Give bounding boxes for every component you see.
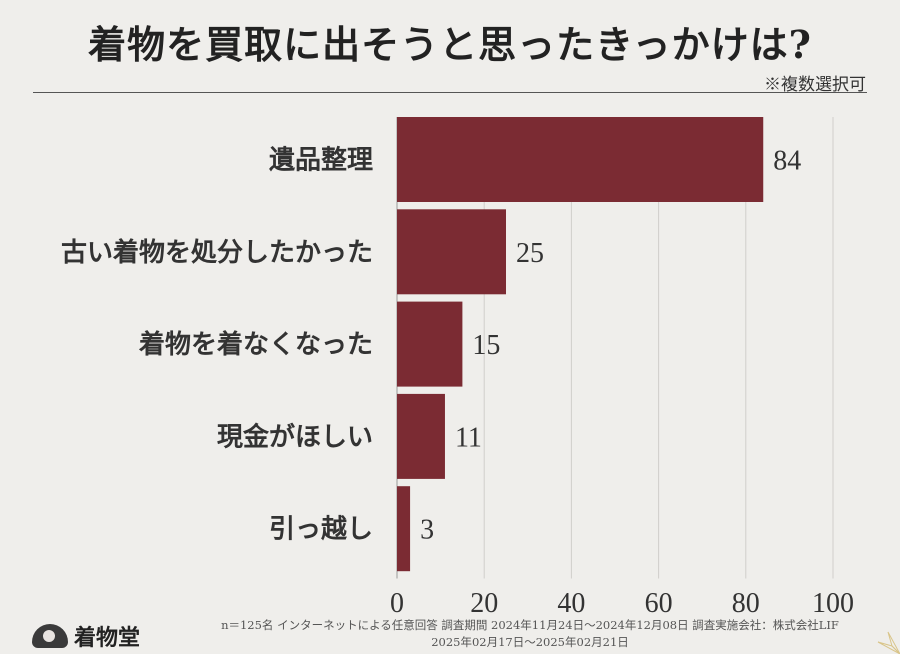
value-label: 11 — [455, 422, 482, 453]
bar — [397, 209, 506, 295]
value-label: 25 — [516, 238, 544, 269]
x-tick-label: 60 — [645, 588, 673, 619]
category-label: 着物を着なくなった — [138, 329, 373, 360]
flower-icon — [877, 631, 900, 654]
category-label: 現金がほしい — [217, 421, 373, 452]
survey-footnote-line1: n＝125名 インターネットによる任意回答 調査期間 2024年11月24日～2… — [221, 618, 839, 632]
value-label: 3 — [420, 515, 434, 546]
x-tick-label: 0 — [390, 588, 404, 619]
brand-logo: 着物堂 — [32, 620, 140, 652]
x-tick-label: 40 — [557, 588, 585, 619]
survey-footnote: n＝125名 インターネットによる任意回答 調査期間 2024年11月24日～2… — [180, 617, 880, 651]
bar — [397, 117, 764, 202]
fan-logo-icon — [32, 624, 68, 648]
category-label: 古い着物を処分したかった — [61, 237, 373, 268]
value-label: 15 — [472, 330, 500, 361]
bar — [397, 486, 411, 572]
x-tick-label: 20 — [470, 588, 498, 619]
bar — [397, 301, 463, 387]
x-tick-label: 80 — [732, 588, 760, 619]
multiple-choice-note: ※複数選択可 — [764, 75, 866, 95]
bar — [397, 393, 445, 479]
category-label: 遺品整理 — [269, 145, 373, 176]
value-label: 84 — [773, 146, 801, 177]
chart-title: 着物を買取に出そうと思ったきっかけは? — [88, 22, 812, 67]
survey-footnote-line2: 2025年02月17日～2025年02月21日 — [431, 635, 629, 649]
category-label: 引っ越し — [269, 515, 373, 545]
x-tick-label: 100 — [812, 588, 854, 619]
title-divider — [33, 92, 867, 93]
brand-name: 着物堂 — [74, 625, 141, 651]
